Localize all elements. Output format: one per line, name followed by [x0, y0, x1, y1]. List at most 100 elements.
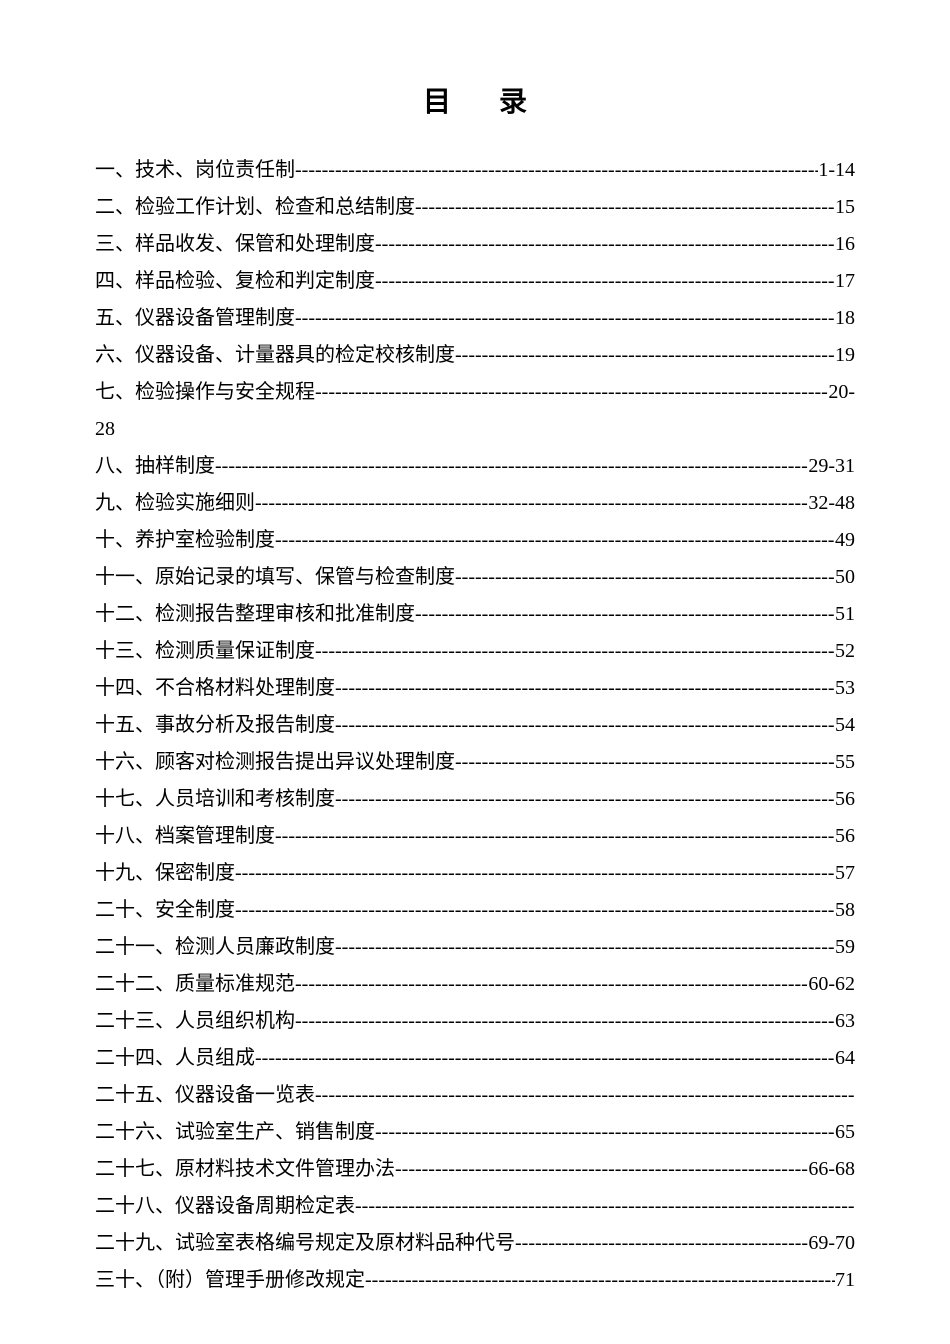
toc-entry: 二十八、仪器设备周期检定表---------------------------…	[95, 1188, 855, 1225]
toc-entry-leader: ----------------------------------------…	[315, 1077, 855, 1114]
toc-entry-page: 71	[835, 1262, 855, 1299]
toc-entry-page: 66-68	[808, 1151, 855, 1188]
toc-entry-leader: ----------------------------------------…	[365, 1262, 835, 1299]
toc-entry-page: 58	[835, 892, 855, 929]
toc-entry-leader: ----------------------------------------…	[255, 485, 808, 522]
toc-entry-label: 十三、检测质量保证制度	[95, 633, 315, 670]
toc-entry-page: 56	[835, 781, 855, 818]
page-title: 目录	[95, 80, 855, 120]
toc-entry-page: 52	[835, 633, 855, 670]
toc-entry: 五、仪器设备管理制度------------------------------…	[95, 300, 855, 337]
toc-entry-leader: ----------------------------------------…	[315, 633, 835, 670]
toc-entry-label: 二十八、仪器设备周期检定表	[95, 1188, 355, 1225]
toc-entry-leader: ----------------------------------------…	[395, 1151, 808, 1188]
toc-entry: 二十九、试验室表格编号规定及原材料品种代号-------------------…	[95, 1225, 855, 1262]
toc-entry-page: 50	[835, 559, 855, 596]
toc-entry-label: 二、检验工作计划、检查和总结制度	[95, 189, 415, 226]
table-of-contents: 一、技术、岗位责任制 -----------------------------…	[95, 152, 855, 1299]
toc-entry-label: 九、检验实施细则	[95, 485, 255, 522]
toc-entry-label: 二十三、人员组织机构	[95, 1003, 295, 1040]
toc-entry-label: 一、技术、岗位责任制	[95, 152, 295, 189]
toc-entry-page: 59	[835, 929, 855, 966]
toc-entry: 四、样品检验、复检和判定制度--------------------------…	[95, 263, 855, 300]
toc-entry: 十七、人员培训和考核制度----------------------------…	[95, 781, 855, 818]
toc-entry-label: 十一、原始记录的填写、保管与检查制度	[95, 559, 455, 596]
toc-entry: 三、样品收发、保管和处理制度--------------------------…	[95, 226, 855, 263]
toc-entry: 八、抽样制度----------------------------------…	[95, 448, 855, 485]
toc-entry: 十一、原始记录的填写、保管与检查制度----------------------…	[95, 559, 855, 596]
toc-entry-leader: ----------------------------------------…	[335, 929, 835, 966]
toc-entry-label: 十五、事故分析及报告制度	[95, 707, 335, 744]
toc-entry: 二、检验工作计划、检查和总结制度------------------------…	[95, 189, 855, 226]
toc-entry: 七、检验操作与安全规程-----------------------------…	[95, 374, 855, 411]
toc-entry: 二十一、检测人员廉政制度----------------------------…	[95, 929, 855, 966]
toc-entry-leader: ----------------------------------------…	[335, 707, 835, 744]
toc-entry: 三十、（附）管理手册修改规定--------------------------…	[95, 1262, 855, 1299]
toc-entry-page: 1-14	[818, 152, 855, 189]
toc-entry: 二十五、仪器设备一览表-----------------------------…	[95, 1077, 855, 1114]
toc-entry-label: 二十七、原材料技术文件管理办法	[95, 1151, 395, 1188]
toc-entry: 十、养护室检验制度-------------------------------…	[95, 522, 855, 559]
toc-entry-page: 53	[835, 670, 855, 707]
toc-entry-page: 60-62	[808, 966, 855, 1003]
toc-entry-leader: ----------------------------------------…	[455, 559, 835, 596]
toc-entry: 十四、不合格材料处理制度----------------------------…	[95, 670, 855, 707]
toc-entry: 二十三、人员组织机构------------------------------…	[95, 1003, 855, 1040]
toc-entry-page: 20-	[828, 374, 855, 411]
toc-entry-page: 57	[835, 855, 855, 892]
toc-entry-page: 55	[835, 744, 855, 781]
toc-entry-leader: ----------------------------------------…	[335, 781, 835, 818]
toc-entry-leader: ----------------------------------------…	[455, 337, 835, 374]
toc-entry-leader: ----------------------------------------…	[255, 1040, 835, 1077]
toc-entry-leader: ----------------------------------------…	[375, 263, 835, 300]
toc-entry-label: 三、样品收发、保管和处理制度	[95, 226, 375, 263]
toc-entry-label: 二十、安全制度	[95, 892, 235, 929]
toc-entry-label: 十二、检测报告整理审核和批准制度	[95, 596, 415, 633]
toc-entry-page: 19	[835, 337, 855, 374]
toc-entry: 二十、安全制度---------------------------------…	[95, 892, 855, 929]
toc-entry-page: 63	[835, 1003, 855, 1040]
toc-entry: 十三、检测质量保证制度-----------------------------…	[95, 633, 855, 670]
toc-entry-page: 17	[835, 263, 855, 300]
toc-entry: 一、技术、岗位责任制 -----------------------------…	[95, 152, 855, 189]
toc-entry-page: 69-70	[808, 1225, 855, 1262]
toc-entry-label: 十四、不合格材料处理制度	[95, 670, 335, 707]
toc-entry-leader: ----------------------------------------…	[335, 670, 835, 707]
toc-entry-leader: ----------------------------------------…	[295, 300, 835, 337]
toc-entry-label: 十九、保密制度	[95, 855, 235, 892]
toc-entry-label: 四、样品检验、复检和判定制度	[95, 263, 375, 300]
toc-entry-leader: ----------------------------------------…	[235, 892, 835, 929]
toc-entry-label: 十、养护室检验制度	[95, 522, 275, 559]
toc-entry-page: 56	[835, 818, 855, 855]
toc-entry-label: 五、仪器设备管理制度	[95, 300, 295, 337]
toc-entry-continuation: 28	[95, 411, 855, 448]
toc-entry-leader: ----------------------------------------…	[295, 966, 808, 1003]
toc-entry-label: 二十四、人员组成	[95, 1040, 255, 1077]
toc-entry-leader: ----------------------------------------…	[275, 522, 835, 559]
toc-entry-page: 51	[835, 596, 855, 633]
toc-entry: 十六、顾客对检测报告提出异议处理制度----------------------…	[95, 744, 855, 781]
toc-entry-leader: ----------------------------------------…	[275, 818, 835, 855]
toc-entry-page: 16	[835, 226, 855, 263]
toc-entry-label: 十八、档案管理制度	[95, 818, 275, 855]
toc-entry: 六、仪器设备、计量器具的检定校核制度----------------------…	[95, 337, 855, 374]
toc-entry-leader: ----------------------------------------…	[415, 596, 835, 633]
toc-entry-leader: ----------------------------------------…	[235, 855, 835, 892]
toc-entry-page: 65	[835, 1114, 855, 1151]
toc-entry-label: 七、检验操作与安全规程	[95, 374, 315, 411]
toc-entry-label: 二十二、质量标准规范	[95, 966, 295, 1003]
toc-entry: 九、检验实施细则--------------------------------…	[95, 485, 855, 522]
toc-entry: 十五、事故分析及报告制度----------------------------…	[95, 707, 855, 744]
toc-entry-page: 64	[835, 1040, 855, 1077]
toc-entry-leader: ----------------------------------------…	[375, 1114, 835, 1151]
toc-entry-page: 29-31	[808, 448, 855, 485]
toc-entry-leader: ----------------------------------------…	[315, 374, 828, 411]
toc-entry-label: 十七、人员培训和考核制度	[95, 781, 335, 818]
toc-entry-leader: ----------------------------------------…	[295, 1003, 835, 1040]
toc-entry-label: 三十、（附）管理手册修改规定	[95, 1262, 365, 1299]
toc-entry-page: 15	[835, 189, 855, 226]
toc-entry: 十九、保密制度---------------------------------…	[95, 855, 855, 892]
toc-entry-page: 49	[835, 522, 855, 559]
toc-entry-leader: ----------------------------------------…	[295, 152, 818, 189]
toc-entry-page: 54	[835, 707, 855, 744]
